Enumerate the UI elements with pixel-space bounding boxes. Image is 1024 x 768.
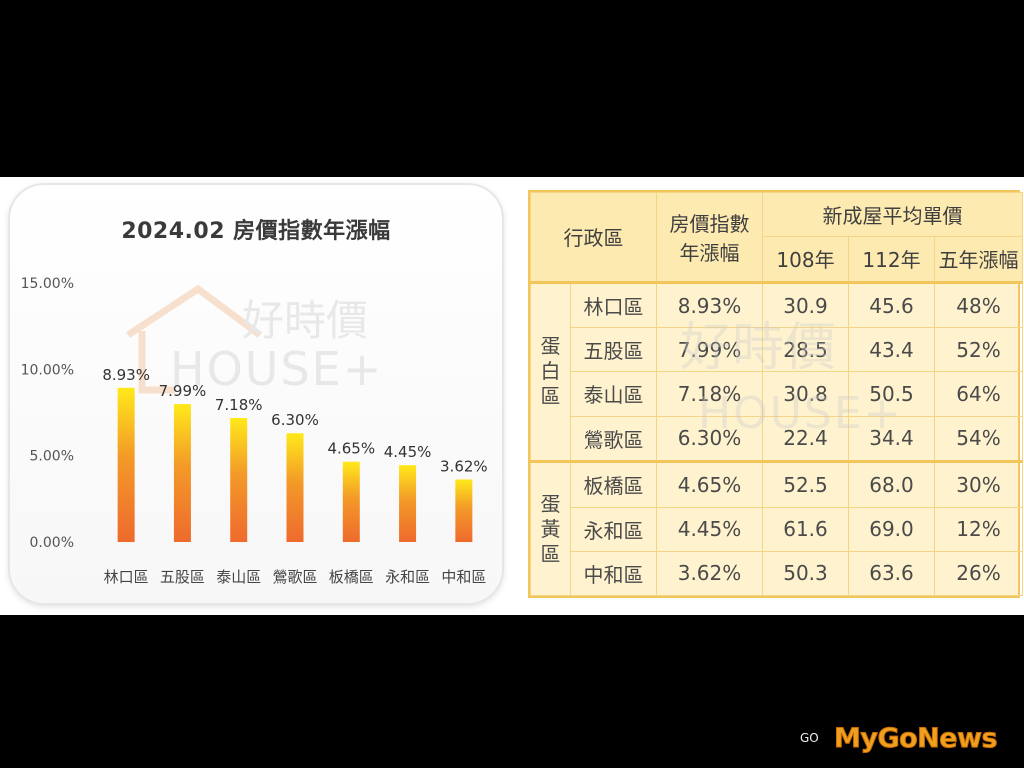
cell-five: 64%	[934, 371, 1023, 417]
cell-108: 22.4	[762, 415, 849, 463]
cell-112: 68.0	[848, 460, 935, 508]
table-row: 永和區 4.45% 61.6 69.0 12%	[531, 506, 1023, 552]
header-index: 房價指數 年漲幅	[656, 192, 763, 283]
cell-108: 30.8	[762, 371, 849, 417]
cell-112: 69.0	[848, 506, 935, 552]
group-label-char: 白	[540, 359, 561, 384]
cell-108: 50.3	[762, 550, 849, 597]
cell-112: 34.4	[848, 415, 935, 463]
cell-index: 4.65%	[656, 460, 763, 508]
group-label-char: 黃	[540, 516, 561, 541]
cell-district: 永和區	[570, 506, 657, 552]
bar	[230, 418, 248, 542]
cell-district: 中和區	[570, 550, 657, 597]
x-tick-label: 中和區	[441, 568, 486, 586]
value-labels: 8.93% 7.99% 7.18% 6.30% 4.65% 4.45% 3.62%	[102, 366, 487, 476]
group-label-char: 蛋	[540, 334, 561, 359]
header-index-line2: 年漲幅	[679, 240, 740, 265]
cell-108: 52.5	[762, 460, 849, 508]
bar	[117, 387, 135, 542]
cell-112: 50.5	[848, 371, 935, 417]
header-112: 112年	[848, 236, 935, 283]
cell-five: 48%	[934, 280, 1023, 329]
x-tick-label: 永和區	[385, 568, 430, 586]
y-tick-label: 0.00%	[30, 535, 74, 551]
x-tick-label: 泰山區	[216, 568, 261, 586]
mygonews-logo: GO MyGoNews	[800, 718, 998, 758]
data-label: 8.93%	[102, 366, 150, 384]
watermark: 好時價 HOUSE+	[126, 284, 383, 396]
cell-112: 45.6	[848, 280, 935, 329]
cell-district: 泰山區	[570, 371, 657, 417]
cell-district: 五股區	[570, 327, 657, 373]
cell-index: 6.30%	[656, 415, 763, 463]
cell-five: 52%	[934, 327, 1023, 373]
cell-108: 30.9	[762, 280, 849, 329]
header-five-year: 五年漲幅	[934, 236, 1023, 283]
logo-text: MyGoNews	[833, 722, 998, 754]
table-row: 蛋 黃 區 板橋區 4.65% 52.5 68.0 30%	[530, 460, 1023, 596]
table-row: 蛋 白 區 林口區 8.93% 30.9 45.6 48%	[530, 280, 1023, 463]
cell-index: 7.18%	[656, 371, 763, 417]
data-label: 7.99%	[159, 382, 207, 400]
bar	[455, 479, 473, 542]
bar	[399, 465, 417, 542]
data-label: 7.18%	[215, 396, 263, 414]
header-new-price: 新成屋平均單價	[762, 191, 1023, 238]
x-tick-label: 鶯歌區	[272, 568, 317, 586]
y-tick-label: 5.00%	[30, 449, 74, 465]
cell-five: 54%	[934, 415, 1023, 463]
cell-112: 63.6	[848, 550, 935, 597]
cell-district: 鶯歌區	[570, 415, 657, 463]
group-label-egg-white: 蛋 白 區	[530, 280, 571, 463]
y-axis: 0.00% 5.00% 10.00% 15.00%	[21, 276, 74, 551]
header-index-line1: 房價指數	[669, 211, 750, 236]
bar-chart: 好時價 HOUSE+ 0.00% 5.00% 10.00% 15.00% 8.93% 7…	[21, 276, 488, 586]
watermark-en: HOUSE+	[170, 342, 383, 396]
group-label-char: 區	[540, 384, 561, 409]
bar	[286, 433, 304, 542]
chart-title: 2024.02 房價指數年漲幅	[121, 219, 391, 244]
price-table: 行政區 房價指數 年漲幅 新成屋平均單價 108年 112年 五年漲幅 蛋 白 …	[528, 190, 1023, 598]
data-label: 4.65%	[327, 440, 375, 458]
bars	[117, 387, 473, 542]
bar	[173, 404, 191, 542]
group-label-char: 蛋	[540, 491, 561, 516]
x-tick-label: 林口區	[104, 568, 149, 586]
house-outline-icon	[126, 284, 263, 394]
header-108: 108年	[762, 236, 849, 283]
cell-five: 26%	[934, 550, 1023, 597]
cell-112: 43.4	[848, 327, 935, 373]
cell-five: 12%	[934, 506, 1023, 552]
header-district: 行政區	[530, 192, 657, 283]
cell-index: 7.99%	[656, 327, 763, 373]
cell-index: 8.93%	[656, 280, 763, 329]
cell-five: 30%	[934, 460, 1023, 508]
x-tick-label: 板橋區	[329, 568, 374, 586]
table-row: 中和區 3.62% 50.3 63.6 26%	[531, 550, 1023, 597]
x-tick-labels: 林口區 五股區 泰山區 鶯歌區 板橋區 永和區 中和區	[104, 568, 487, 586]
chart-card: 好時價 HOUSE+ 0.00% 5.00% 10.00% 15.00% 8.93% 7…	[10, 185, 502, 603]
data-label: 3.62%	[440, 457, 488, 475]
table-row: 五股區 7.99% 28.5 43.4 52%	[531, 327, 1023, 373]
cell-district: 林口區	[570, 280, 657, 329]
cell-108: 61.6	[762, 506, 849, 552]
cell-108: 28.5	[762, 327, 849, 373]
group-label-egg-yolk: 蛋 黃 區	[530, 460, 571, 596]
data-label: 4.45%	[384, 443, 432, 461]
cell-index: 4.45%	[656, 506, 763, 552]
x-tick-label: 五股區	[160, 568, 205, 586]
bar	[342, 461, 360, 542]
y-tick-label: 15.00%	[21, 276, 74, 292]
cell-district: 板橋區	[570, 460, 657, 508]
table-row: 鶯歌區 6.30% 22.4 34.4 54%	[531, 415, 1023, 463]
data-label: 6.30%	[271, 411, 319, 429]
group-label-char: 區	[540, 541, 561, 566]
watermark-cn: 好時價	[242, 296, 368, 345]
logo-mark-icon: GO	[800, 731, 819, 745]
table-row: 泰山區 7.18% 30.8 50.5 64%	[531, 371, 1023, 417]
cell-index: 3.62%	[656, 550, 763, 597]
y-tick-label: 10.00%	[21, 362, 74, 378]
